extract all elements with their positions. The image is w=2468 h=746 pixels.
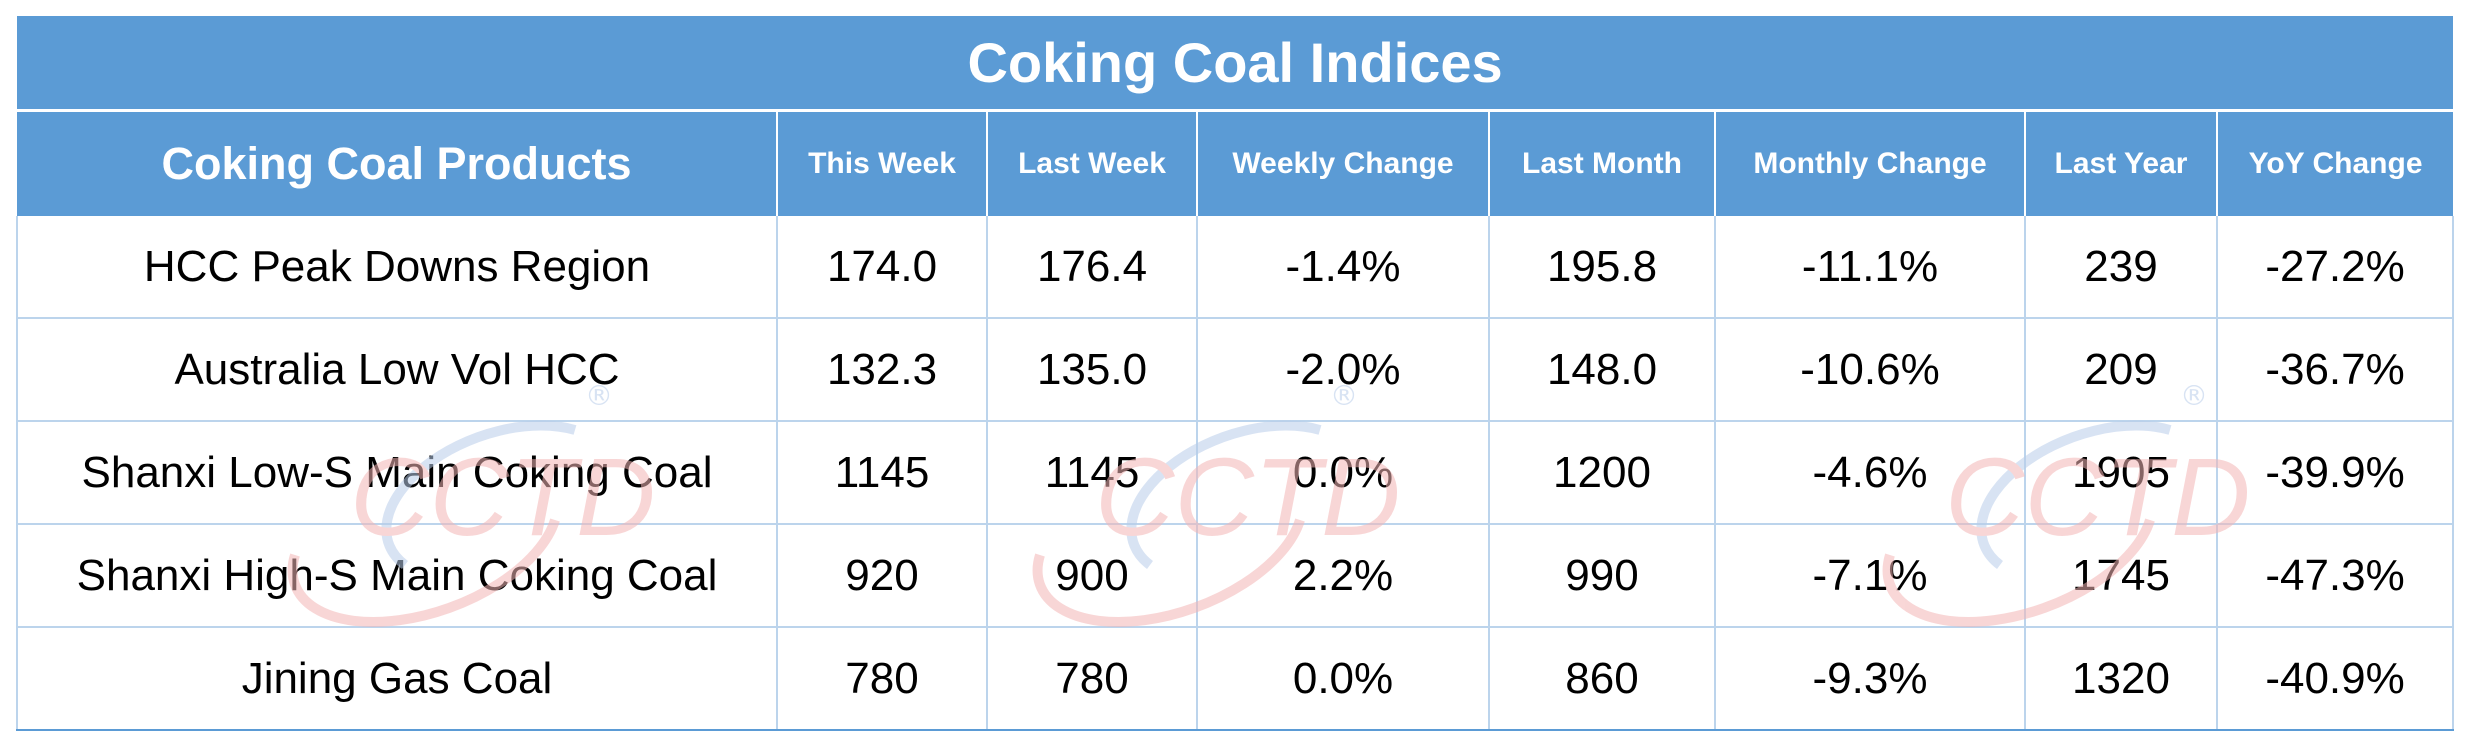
coking-coal-table-container: Coking Coal Indices Coking Coal Products… bbox=[16, 16, 2455, 731]
product-name-cell: HCC Peak Downs Region bbox=[16, 216, 778, 319]
value-cell: 135.0 bbox=[987, 318, 1198, 422]
value-cell: -2.0% bbox=[1197, 318, 1490, 422]
table-row: Shanxi High-S Main Coking Coal 920 900 2.2%… bbox=[16, 524, 2455, 628]
value-cell: -47.3% bbox=[2217, 524, 2455, 628]
value-cell: 990 bbox=[1489, 524, 1716, 628]
coking-coal-indices-table: Coking Coal Indices Coking Coal Products… bbox=[16, 16, 2455, 731]
table-row: HCC Peak Downs Region 174.0 176.4 -1.4% 195.… bbox=[16, 216, 2455, 319]
value-cell: 900 bbox=[987, 524, 1198, 628]
value-cell: -11.1% bbox=[1715, 216, 2026, 319]
table-row: Australia Low Vol HCC 132.3 135.0 -2.0% 148.… bbox=[16, 318, 2455, 422]
table-title: Coking Coal Indices bbox=[17, 16, 2454, 112]
column-header: Coking Coal Products bbox=[17, 110, 778, 216]
table-body: HCC Peak Downs Region 174.0 176.4 -1.4% 195.… bbox=[16, 216, 2455, 731]
value-cell: -10.6% bbox=[1715, 318, 2026, 422]
value-cell: 2.2% bbox=[1197, 524, 1490, 628]
product-name-cell: Australia Low Vol HCC bbox=[16, 318, 778, 422]
value-cell: -36.7% bbox=[2217, 318, 2455, 422]
value-cell: 1320 bbox=[2025, 627, 2218, 731]
header-row: Coking Coal Products This Week Last Week We… bbox=[17, 110, 2454, 216]
value-cell: -1.4% bbox=[1197, 216, 1490, 319]
value-cell: 0.0% bbox=[1197, 421, 1490, 525]
value-cell: 174.0 bbox=[777, 216, 988, 319]
value-cell: -40.9% bbox=[2217, 627, 2455, 731]
value-cell: -27.2% bbox=[2217, 216, 2455, 319]
value-cell: 1745 bbox=[2025, 524, 2218, 628]
value-cell: 0.0% bbox=[1197, 627, 1490, 731]
value-cell: 920 bbox=[777, 524, 988, 628]
value-cell: 1145 bbox=[987, 421, 1198, 525]
column-header: Last Month bbox=[1489, 110, 1716, 216]
value-cell: 176.4 bbox=[987, 216, 1198, 319]
value-cell: -39.9% bbox=[2217, 421, 2455, 525]
title-row: Coking Coal Indices bbox=[17, 16, 2454, 112]
product-name-cell: Shanxi Low-S Main Coking Coal bbox=[16, 421, 778, 525]
column-header: Weekly Change bbox=[1197, 110, 1490, 216]
value-cell: 780 bbox=[987, 627, 1198, 731]
product-name-cell: Shanxi High-S Main Coking Coal bbox=[16, 524, 778, 628]
value-cell: -7.1% bbox=[1715, 524, 2026, 628]
value-cell: 239 bbox=[2025, 216, 2218, 319]
table-row: Jining Gas Coal 780 780 0.0% 860 -9.3% 1320 -40… bbox=[16, 627, 2455, 731]
value-cell: 780 bbox=[777, 627, 988, 731]
value-cell: 1905 bbox=[2025, 421, 2218, 525]
value-cell: 132.3 bbox=[777, 318, 988, 422]
value-cell: 148.0 bbox=[1489, 318, 1716, 422]
column-header: This Week bbox=[777, 110, 988, 216]
value-cell: 860 bbox=[1489, 627, 1716, 731]
column-header: Last Week bbox=[987, 110, 1198, 216]
table-row: Shanxi Low-S Main Coking Coal 1145 1145 0.0… bbox=[16, 421, 2455, 525]
value-cell: 1145 bbox=[777, 421, 988, 525]
column-header: Monthly Change bbox=[1715, 110, 2026, 216]
column-header: Last Year bbox=[2025, 110, 2218, 216]
value-cell: 195.8 bbox=[1489, 216, 1716, 319]
product-name-cell: Jining Gas Coal bbox=[16, 627, 778, 731]
value-cell: 209 bbox=[2025, 318, 2218, 422]
column-header: YoY Change bbox=[2217, 110, 2454, 216]
value-cell: -4.6% bbox=[1715, 421, 2026, 525]
value-cell: 1200 bbox=[1489, 421, 1716, 525]
value-cell: -9.3% bbox=[1715, 627, 2026, 731]
